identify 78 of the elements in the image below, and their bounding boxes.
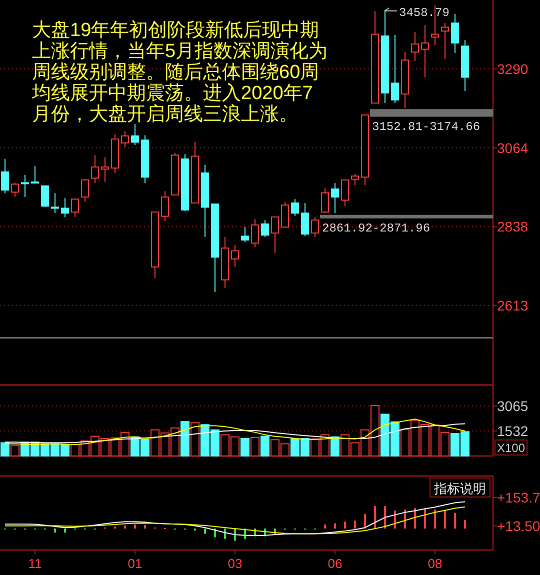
y-tick-label: 3290 [497, 60, 528, 77]
x-tick-label: 08 [428, 556, 442, 571]
band-label: 2861.92-2871.96 [322, 221, 430, 236]
candlestick [261, 220, 269, 238]
x-tick-label: 01 [128, 556, 142, 571]
candlestick [441, 22, 449, 60]
candlestick [101, 156, 109, 183]
candlestick [351, 173, 359, 186]
candlestick [421, 24, 429, 78]
bar [64, 528, 66, 533]
candlestick [231, 244, 239, 268]
bar [444, 510, 446, 529]
y-tick-label: +153.7 [497, 489, 540, 506]
candlestick [321, 188, 329, 214]
x-tick-label: 06 [328, 556, 342, 571]
candlestick [21, 174, 29, 198]
line-series [4, 506, 466, 534]
bar [204, 528, 206, 534]
bar [344, 522, 346, 529]
candlestick [31, 165, 39, 184]
bar [330, 436, 340, 456]
candlestick [291, 198, 299, 216]
y-tick-label: 2838 [497, 218, 528, 235]
candlestick [451, 13, 459, 54]
bar [250, 437, 260, 456]
y-tick-label: +13.50 [497, 518, 540, 534]
candlestick [91, 154, 99, 184]
bar [364, 514, 366, 529]
y-tick-label: 2613 [497, 297, 528, 314]
bar [354, 520, 356, 529]
candlestick [271, 216, 279, 254]
line-series [4, 418, 466, 446]
candlestick [1, 158, 9, 194]
candlestick [341, 179, 349, 207]
candlestick [301, 202, 309, 237]
candlestick [51, 192, 59, 214]
candlestick [61, 198, 69, 218]
candlestick [251, 218, 259, 248]
candlestick [281, 202, 289, 228]
bar [240, 438, 250, 456]
bar [0, 442, 10, 456]
candlestick [131, 124, 139, 146]
bar [134, 524, 136, 529]
bar [190, 422, 200, 456]
bar [334, 523, 336, 529]
candlestick [81, 178, 89, 202]
bar [10, 444, 20, 456]
bar [54, 528, 56, 533]
candlestick [331, 182, 339, 214]
bar [144, 525, 146, 529]
y-axis-title: X100 [496, 441, 526, 455]
candlestick [311, 216, 319, 238]
candlestick [11, 182, 19, 198]
candlestick [391, 34, 399, 104]
candlestick [41, 185, 49, 208]
bar [180, 421, 190, 456]
bar [454, 513, 456, 529]
line-series [4, 423, 466, 444]
line-series [4, 501, 466, 536]
annotation: 指标说明 [433, 481, 486, 496]
candlestick [71, 198, 79, 218]
x-tick-label: 03 [228, 556, 242, 571]
band-label: 3152.81-3174.66 [372, 120, 480, 134]
x-tick-label: 11 [28, 556, 42, 571]
candlestick [121, 130, 129, 148]
bar [464, 520, 466, 529]
candlestick [411, 32, 419, 62]
bar [124, 526, 126, 529]
bar [434, 510, 436, 529]
annotation: 大盘19年年初创阶段新低后现中期上涨行情，当年5月指数深调演化为周线级别调整。随后总体围绕60周均线展开中期震荡。进入2020年7月份，大盘开启周线三浪上涨。 [32, 20, 329, 125]
bar [260, 436, 270, 456]
y-tick-label: 1532 [497, 422, 528, 439]
candlestick [241, 226, 249, 243]
y-tick-label: 3064 [497, 140, 528, 156]
candlestick [161, 190, 169, 222]
bar [374, 506, 376, 529]
bar [324, 524, 326, 529]
y-tick-label: 3065 [497, 398, 528, 414]
